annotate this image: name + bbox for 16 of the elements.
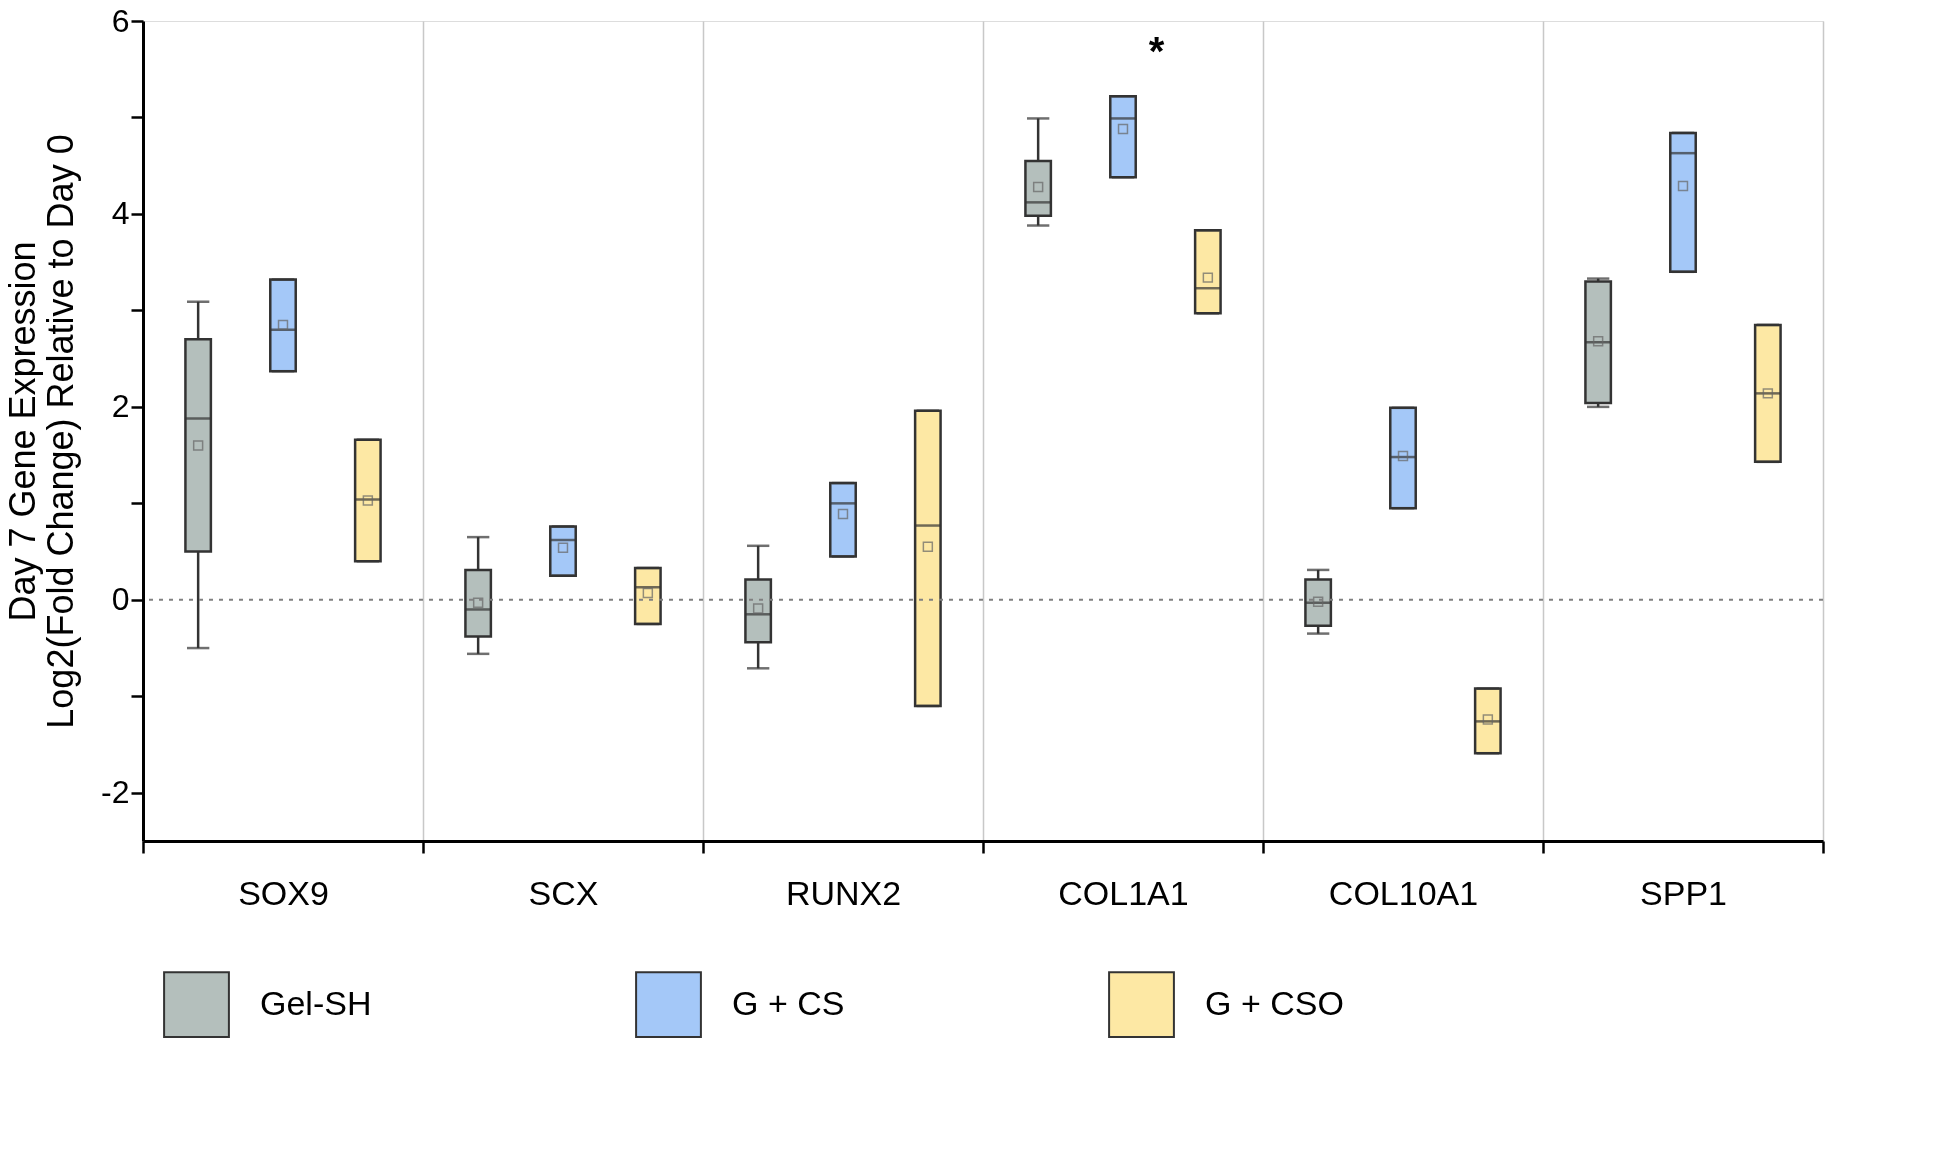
y-tick-label: -2 — [101, 774, 130, 811]
y-axis-title: Day 7 Gene Expression Log2(Fold Change) Relative to Day 0 — [2, 134, 82, 729]
x-tick-label: SOX9 — [238, 873, 329, 912]
y-tick-label: 2 — [111, 388, 130, 425]
x-tick-label: SPP1 — [1640, 873, 1727, 912]
x-tick-label: COL10A1 — [1328, 873, 1479, 912]
legend-label: G + CSO — [1205, 983, 1344, 1022]
x-tick-label: COL1A1 — [1058, 873, 1189, 912]
x-tick-label: SCX — [528, 873, 599, 912]
annotation: * — [1148, 29, 1165, 73]
y-tick-label: 0 — [111, 581, 130, 618]
y-tick-label: 4 — [111, 195, 130, 232]
legend-label: Gel-SH — [260, 983, 372, 1022]
x-tick-label: RUNX2 — [785, 873, 902, 912]
legend-label: G + CS — [732, 983, 845, 1022]
y-tick-label: 6 — [111, 2, 130, 39]
